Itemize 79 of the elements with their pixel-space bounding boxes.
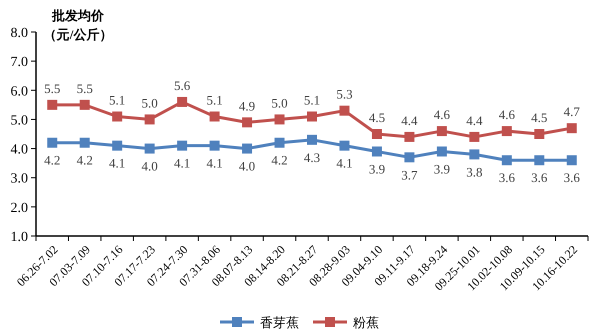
point: [274, 138, 285, 148]
y-tick-label: 8.0: [10, 26, 28, 41]
point: [436, 126, 447, 136]
data-label: 5.1: [304, 92, 320, 108]
data-label: 4.9: [238, 98, 256, 114]
data-label: 3.6: [531, 170, 548, 186]
data-label: 5.6: [174, 78, 191, 93]
data-label: 5.5: [44, 80, 60, 96]
legend-label: 香芽蕉: [260, 315, 299, 330]
data-label: 4.5: [531, 110, 548, 125]
data-label: 4.6: [434, 107, 451, 122]
data-label: 4.4: [466, 112, 483, 128]
data-label: 4.2: [44, 152, 60, 168]
point: [144, 144, 155, 154]
point: [534, 155, 544, 166]
data-label: 5.5: [76, 80, 93, 96]
data-label: 3.8: [466, 164, 482, 180]
data-label: 4.1: [109, 156, 126, 171]
point: [469, 149, 480, 160]
point: [339, 140, 350, 151]
point: [210, 140, 220, 151]
data-label: 4.1: [206, 156, 223, 171]
y-tick-label: 2.0: [10, 200, 28, 216]
data-label: 4.3: [304, 150, 320, 165]
y-tick-label: 4.0: [10, 142, 28, 158]
point: [112, 112, 122, 122]
data-label: 4.5: [368, 110, 386, 125]
point: [307, 134, 317, 145]
data-label: 5.1: [206, 92, 223, 108]
y-axis-title: 批发均价（元/公斤）: [42, 7, 114, 44]
point: [404, 132, 414, 142]
data-label: 3.9: [368, 161, 386, 176]
point: [80, 138, 90, 148]
legend-label: 粉蕉: [353, 315, 379, 330]
data-label: 4.1: [174, 156, 190, 171]
y-tick-label: 6.0: [10, 84, 28, 100]
point: [566, 123, 577, 134]
data-label: 4.6: [498, 107, 516, 122]
data-label: 5.0: [142, 95, 158, 110]
data-label: 5.1: [109, 92, 126, 108]
data-label: 4.0: [238, 158, 256, 174]
point: [339, 106, 350, 116]
data-label: 3.6: [564, 170, 580, 186]
data-label: 4.2: [271, 152, 288, 168]
data-label: 3.7: [401, 167, 418, 182]
data-label: 4.4: [401, 112, 418, 128]
point: [534, 129, 544, 139]
point: [242, 117, 252, 128]
data-label: 4.0: [142, 158, 158, 174]
point: [469, 132, 480, 142]
y-tick-label: 1.0: [10, 230, 28, 245]
point: [274, 114, 285, 124]
point: [404, 152, 414, 162]
point: [210, 112, 220, 122]
point: [436, 146, 447, 156]
y-tick-label: 5.0: [10, 113, 28, 128]
point: [307, 112, 317, 122]
point: [372, 129, 382, 139]
data-label: 4.7: [564, 104, 580, 120]
y-tick-label: 3.0: [10, 172, 28, 187]
data-label: 4.2: [76, 152, 93, 168]
data-label: 3.6: [498, 170, 516, 186]
point: [502, 155, 512, 166]
y-tick-label: 7.0: [10, 55, 28, 70]
point: [80, 100, 90, 110]
point: [372, 146, 382, 156]
point: [566, 155, 577, 166]
point: [144, 114, 155, 124]
point: [242, 144, 252, 154]
point: [47, 138, 58, 148]
data-label: 5.3: [336, 86, 353, 102]
data-label: 3.9: [434, 161, 450, 176]
point: [47, 100, 58, 110]
point: [177, 140, 188, 151]
point: [502, 126, 512, 136]
point: [177, 96, 188, 107]
data-label: 5.0: [271, 95, 288, 110]
point: [112, 140, 122, 151]
data-label: 4.1: [336, 156, 353, 171]
